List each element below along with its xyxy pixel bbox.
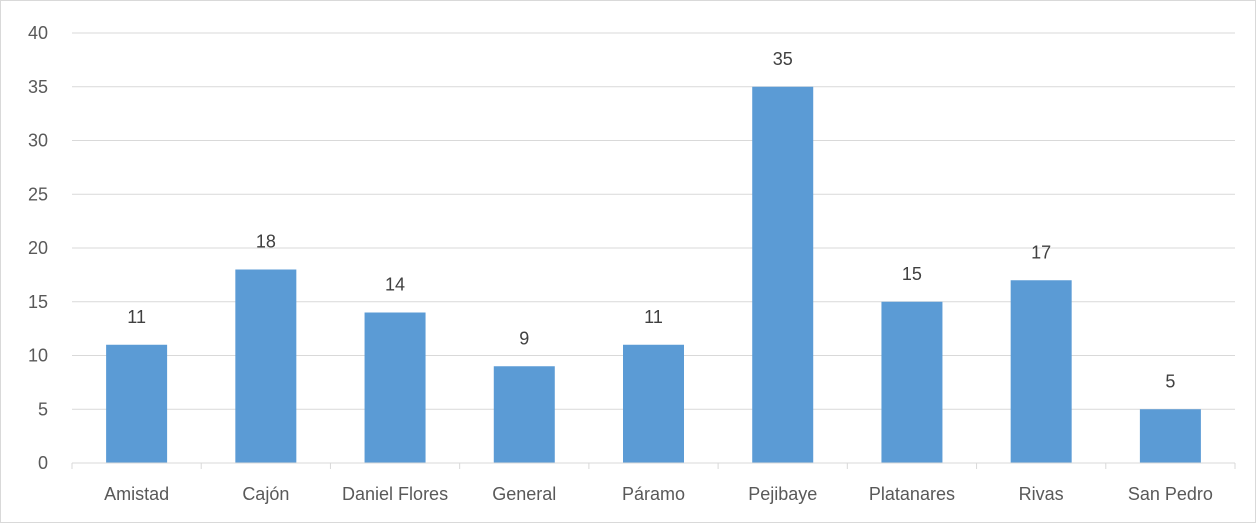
y-axis-ticks: 0 5 10 15 20 25 30 35 40: [28, 23, 48, 473]
x-axis: Amistad Cajón Daniel Flores General Páramo Pe…: [71, 462, 1236, 504]
data-labels: 11 18 14 9 11 35 15 17 5: [127, 49, 1175, 392]
x-tick-label: Amistad: [104, 484, 169, 504]
x-tick-label: Páramo: [622, 484, 685, 504]
bar: [235, 269, 297, 463]
bar: [1139, 409, 1201, 463]
data-label: 17: [1031, 242, 1051, 262]
x-tick-label: Daniel Flores: [342, 484, 448, 504]
y-tick-label: 40: [28, 23, 48, 43]
y-tick-label: 35: [28, 77, 48, 97]
bar: [1010, 280, 1072, 463]
y-tick-label: 10: [28, 346, 48, 366]
data-label: 11: [644, 307, 663, 327]
x-tick-label: San Pedro: [1128, 484, 1213, 504]
x-tick-label: General: [492, 484, 556, 504]
x-tick-label: Rivas: [1019, 484, 1064, 504]
data-label: 9: [519, 328, 529, 348]
bars: [106, 86, 1201, 463]
bar: [881, 301, 943, 463]
y-tick-label: 15: [28, 292, 48, 312]
bar: [752, 86, 814, 463]
data-label: 35: [773, 49, 793, 69]
y-tick-label: 30: [28, 131, 48, 151]
data-label: 18: [256, 232, 276, 252]
y-tick-label: 20: [28, 238, 48, 258]
bar: [364, 312, 426, 463]
bar: [623, 344, 684, 463]
data-label: 11: [127, 307, 146, 327]
y-tick-label: 25: [28, 184, 48, 204]
bar: [493, 366, 555, 463]
y-tick-label: 5: [38, 399, 48, 419]
data-label: 14: [385, 275, 405, 295]
data-label: 5: [1165, 371, 1175, 391]
data-label: 15: [902, 264, 922, 284]
y-tick-label: 0: [38, 453, 48, 473]
x-tick-label: Cajón: [242, 484, 289, 504]
x-tick-label: Platanares: [869, 484, 955, 504]
x-tick-label: Pejibaye: [748, 484, 817, 504]
bar: [106, 344, 168, 463]
